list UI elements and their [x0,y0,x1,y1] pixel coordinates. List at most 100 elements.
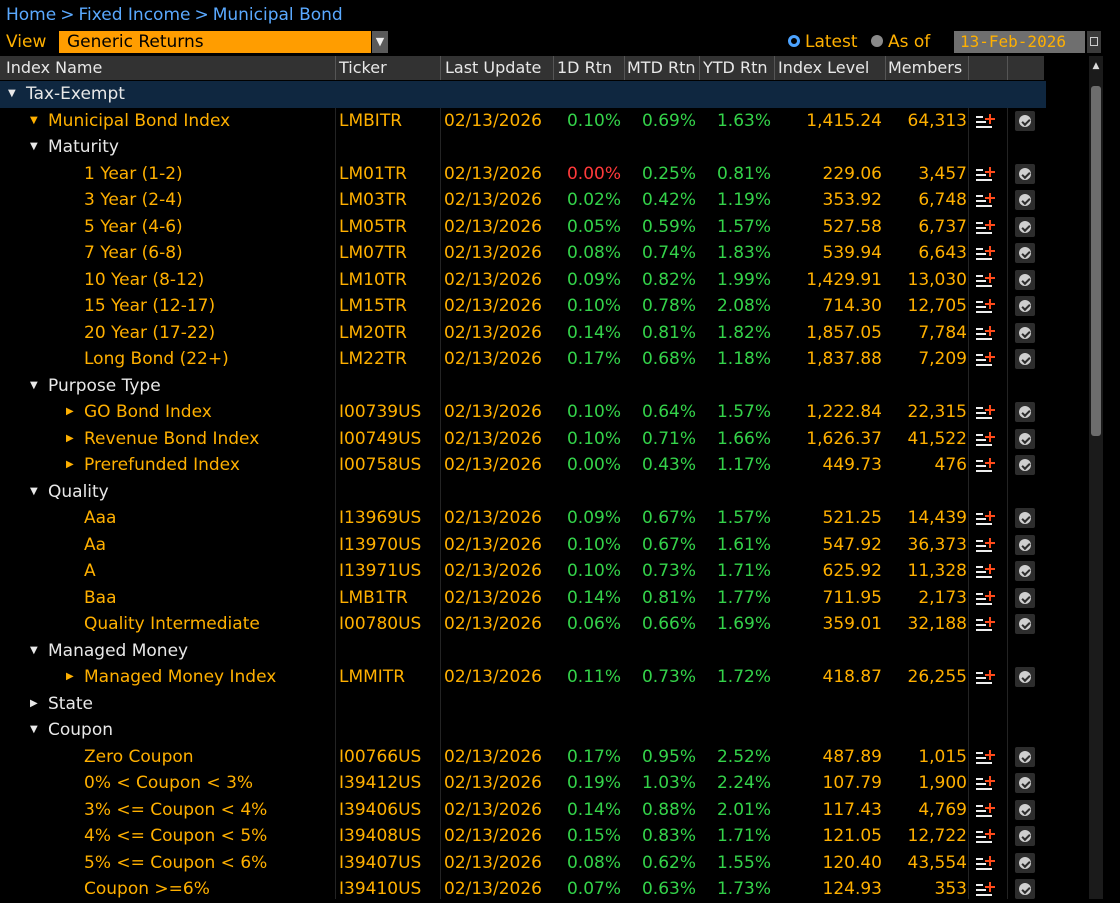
triangle-down-icon[interactable]: ▼ [30,379,38,391]
add-to-list-icon[interactable] [976,219,998,236]
triangle-down-icon[interactable]: ▼ [30,114,38,126]
col-index-level[interactable]: Index Level [778,58,870,77]
add-to-list-icon[interactable] [976,325,998,342]
triangle-right-icon[interactable]: ▶ [66,459,74,470]
index-name[interactable]: 4% <= Coupon < 5% [84,826,268,846]
chart-icon[interactable] [1015,110,1035,131]
group-header-row[interactable]: ▼ Quality [0,479,1046,506]
index-name[interactable]: 5 Year (4-6) [84,216,183,237]
index-name[interactable]: 10 Year (8-12) [84,269,205,290]
table-row[interactable]: 5% <= Coupon < 6% I39407US 02/13/2026 0.08%… [0,850,1046,877]
add-to-list-icon[interactable] [976,537,998,554]
add-to-list-icon[interactable] [976,458,998,474]
group-header-row[interactable]: ▼ Coupon [0,717,1046,744]
triangle-down-icon[interactable]: ▼ [30,141,38,152]
scroll-up-arrow-icon[interactable]: ▲ [1092,61,1100,71]
add-to-list-icon[interactable] [976,802,998,819]
add-to-list-icon[interactable] [976,166,998,183]
table-row[interactable]: 0% < Coupon < 3% I39412US 02/13/2026 0.19% 1… [0,770,1046,797]
table-row[interactable]: 20 Year (17-22) LM20TR 02/13/2026 0.14% 0.81… [0,320,1046,347]
chart-icon[interactable] [1015,879,1035,899]
chart-icon[interactable] [1015,826,1035,846]
index-name[interactable]: Aa [84,534,107,555]
add-to-list-icon[interactable] [976,113,998,130]
index-name[interactable]: 3% <= Coupon < 4% [84,799,268,820]
table-row[interactable]: Quality Intermediate I00780US 02/13/2026 0.… [0,611,1046,638]
index-name[interactable]: 0% < Coupon < 3% [84,773,254,793]
index-name[interactable]: 3 Year (2-4) [84,190,183,210]
add-to-list-icon[interactable] [976,272,998,289]
as-of-label[interactable]: As of [888,32,931,52]
table-row[interactable]: Baa LMB1TR 02/13/2026 0.14% 0.81% 1.77% 711.95… [0,585,1046,612]
col-members[interactable]: Members [888,58,963,77]
add-to-list-icon[interactable] [976,564,998,580]
index-name[interactable]: Baa [84,587,117,608]
chart-icon[interactable] [1015,614,1035,634]
col-ticker[interactable]: Ticker [339,58,387,77]
add-to-list-icon[interactable] [976,749,998,766]
table-row[interactable]: Zero Coupon I00766US 02/13/2026 0.17% 0.95% 2… [0,744,1046,771]
chart-icon[interactable] [1015,269,1035,290]
add-to-list-icon[interactable] [976,405,998,421]
index-name[interactable]: GO Bond Index [84,402,212,422]
add-to-list-icon[interactable] [976,511,998,527]
table-row[interactable]: 7 Year (6-8) LM07TR 02/13/2026 0.08% 0.74% 1.… [0,240,1046,267]
add-to-list-icon[interactable] [976,776,998,792]
index-name[interactable]: Revenue Bond Index [84,428,260,449]
index-name[interactable]: Managed Money Index [84,667,277,687]
index-name[interactable]: 1 Year (1-2) [84,163,183,184]
chart-icon[interactable] [1015,746,1035,767]
group-header-row[interactable]: ▼ Tax-Exempt [0,81,1046,108]
chart-icon[interactable] [1015,190,1035,210]
view-dropdown[interactable]: Generic Returns [59,31,371,53]
add-to-list-icon[interactable] [976,829,998,845]
group-header-row[interactable]: ▼ Purpose Type [0,373,1046,400]
chart-icon[interactable] [1015,667,1035,687]
breadcrumb-municipal-bond[interactable]: Municipal Bond [212,5,343,25]
add-to-list-icon[interactable] [976,670,998,686]
add-to-list-icon[interactable] [976,299,998,315]
chart-icon[interactable] [1015,296,1035,316]
chart-icon[interactable] [1015,216,1035,237]
table-row[interactable]: 3% <= Coupon < 4% I39406US 02/13/2026 0.14%… [0,797,1046,824]
col-mtd-rtn[interactable]: MTD Rtn [627,58,696,77]
latest-label[interactable]: Latest [805,32,858,52]
as-of-date-field[interactable]: 13-Feb-2026 [954,31,1085,53]
chart-icon[interactable] [1015,243,1035,263]
table-row[interactable]: ▶ Revenue Bond Index I00749US 02/13/2026 0.1… [0,426,1046,453]
index-name[interactable]: 15 Year (12-17) [84,296,216,316]
as-of-radio[interactable] [871,35,883,47]
table-row[interactable]: A I13971US 02/13/2026 0.10% 0.73% 1.71% 625.92… [0,558,1046,585]
triangle-down-icon[interactable]: ▼ [30,485,38,497]
table-row[interactable]: ▶ GO Bond Index I00739US 02/13/2026 0.10% 0.6… [0,399,1046,426]
col-last-update[interactable]: Last Update [445,58,542,77]
chevron-down-icon[interactable]: ▼ [372,31,388,53]
col-1d-rtn[interactable]: 1D Rtn [557,58,613,77]
triangle-right-icon[interactable]: ▶ [66,406,74,417]
triangle-down-icon[interactable]: ▼ [8,88,16,99]
index-name[interactable]: Long Bond (22+) [84,349,229,369]
table-row[interactable]: 10 Year (8-12) LM10TR 02/13/2026 0.09% 0.82%… [0,267,1046,294]
vertical-scrollbar[interactable]: ▲ [1089,56,1103,899]
chart-icon[interactable] [1015,799,1035,820]
chart-icon[interactable] [1015,322,1035,343]
index-name[interactable]: 5% <= Coupon < 6% [84,852,268,873]
triangle-right-icon[interactable]: ▶ [30,697,38,709]
add-to-list-icon[interactable] [976,855,998,872]
group-header-row[interactable]: ▼ Managed Money [0,638,1046,665]
triangle-right-icon[interactable]: ▶ [66,671,74,682]
chart-icon[interactable] [1015,587,1035,608]
triangle-right-icon[interactable]: ▶ [66,432,74,444]
table-row[interactable]: Aa I13970US 02/13/2026 0.10% 0.67% 1.61% 547.9… [0,532,1046,559]
triangle-down-icon[interactable]: ▼ [30,724,38,735]
group-header-row[interactable]: ▼ Maturity [0,134,1046,161]
table-row[interactable]: 1 Year (1-2) LM01TR 02/13/2026 0.00% 0.25% 0.… [0,161,1046,188]
index-name[interactable]: A [84,561,96,581]
table-row[interactable]: ▼ Municipal Bond Index LMBITR 02/13/2026 0.1… [0,108,1046,135]
index-name[interactable]: 20 Year (17-22) [84,322,216,343]
chart-icon[interactable] [1015,455,1035,475]
chart-icon[interactable] [1015,773,1035,793]
table-row[interactable]: Long Bond (22+) LM22TR 02/13/2026 0.17% 0.68… [0,346,1046,373]
index-name[interactable]: Municipal Bond Index [48,110,231,131]
chart-icon[interactable] [1015,561,1035,581]
